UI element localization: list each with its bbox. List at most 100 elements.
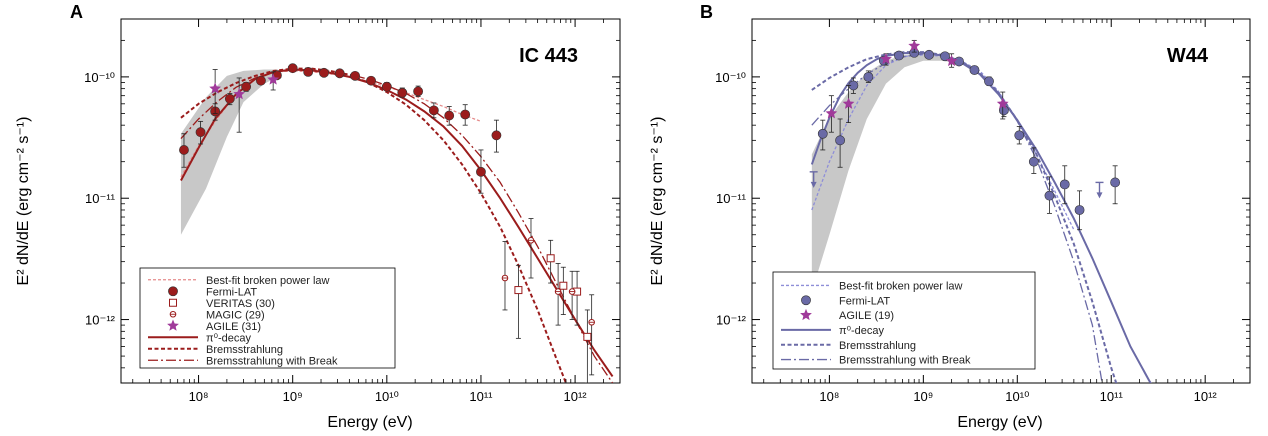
y-tick-label: 10⁻¹¹ bbox=[716, 191, 747, 206]
data-point bbox=[880, 52, 892, 65]
data-point bbox=[817, 128, 828, 139]
legend-label: AGILE (31) bbox=[206, 321, 261, 333]
data-point bbox=[1044, 190, 1055, 201]
legend-label: π⁰-decay bbox=[206, 332, 252, 344]
data-point bbox=[894, 50, 904, 61]
legend-label: AGILE (19) bbox=[839, 310, 894, 322]
legend-label: VERITAS (30) bbox=[206, 298, 275, 310]
x-axis-title: Energy (eV) bbox=[327, 414, 412, 431]
data-point bbox=[303, 66, 314, 77]
model-curve bbox=[811, 53, 1103, 383]
data-point bbox=[940, 51, 950, 62]
legend-label: Bremsstrahlung bbox=[206, 344, 283, 356]
x-tick-label: 10¹¹ bbox=[469, 389, 493, 404]
data-point bbox=[350, 70, 360, 81]
x-tick-label: 10⁹ bbox=[913, 389, 933, 404]
data-point bbox=[825, 107, 838, 119]
data-point bbox=[559, 281, 568, 290]
data-point bbox=[984, 76, 994, 87]
y-axis-title: E² dN/dE (erg cm⁻² s⁻¹) bbox=[15, 117, 32, 286]
y-tick-label: 10⁻¹² bbox=[716, 313, 747, 328]
data-point bbox=[996, 97, 1009, 109]
legend-label: Fermi-LAT bbox=[839, 295, 890, 307]
data-point bbox=[179, 145, 189, 155]
confidence-band bbox=[180, 69, 279, 235]
data-point bbox=[491, 130, 502, 141]
plot-area bbox=[179, 63, 614, 383]
data-point bbox=[460, 109, 471, 120]
data-point bbox=[800, 308, 812, 321]
data-point bbox=[334, 68, 345, 79]
y-tick-label: 10⁻¹² bbox=[85, 313, 116, 328]
data-point bbox=[1110, 177, 1121, 188]
x-tick-label: 10¹² bbox=[1194, 389, 1218, 404]
legend-box bbox=[139, 267, 396, 369]
data-point bbox=[908, 39, 921, 51]
data-point bbox=[397, 87, 408, 98]
legend: Best-fit broken power lawFermi-LATVERITA… bbox=[139, 267, 396, 369]
data-point bbox=[1059, 179, 1070, 190]
y-tick-label: 10⁻¹¹ bbox=[85, 191, 116, 206]
data-point bbox=[209, 82, 222, 94]
data-point bbox=[428, 105, 439, 116]
legend-label: Best-fit broken power law bbox=[839, 280, 963, 292]
data-point bbox=[233, 88, 246, 100]
data-point bbox=[945, 54, 958, 67]
data-point bbox=[195, 127, 206, 138]
data-point bbox=[514, 286, 523, 295]
panel-letter: B bbox=[700, 2, 713, 22]
legend-label: Bremsstrahlung bbox=[839, 340, 916, 352]
data-point bbox=[319, 67, 329, 78]
x-tick-label: 10¹⁰ bbox=[375, 389, 399, 404]
data-point bbox=[167, 319, 179, 331]
model-curve bbox=[180, 69, 614, 383]
data-point bbox=[842, 97, 855, 109]
data-point bbox=[267, 73, 280, 85]
confidence-band bbox=[811, 53, 952, 292]
x-tick-label: 10¹² bbox=[564, 389, 588, 404]
y-tick-label: 10⁻¹⁰ bbox=[84, 70, 115, 85]
data-point bbox=[381, 81, 392, 92]
data-point bbox=[366, 75, 376, 86]
data-point bbox=[444, 110, 455, 121]
data-point bbox=[287, 63, 298, 74]
data-point bbox=[546, 254, 555, 263]
plot-frame bbox=[751, 18, 1251, 384]
x-tick-label: 10¹¹ bbox=[1100, 389, 1124, 404]
data-point bbox=[224, 93, 235, 104]
y-axis-title: E² dN/dE (erg cm⁻² s⁻¹) bbox=[649, 117, 666, 286]
panel-letter: A bbox=[70, 2, 83, 22]
data-point bbox=[954, 56, 964, 67]
x-tick-label: 10⁸ bbox=[819, 389, 839, 404]
legend-label: Best-fit broken power law bbox=[206, 275, 330, 287]
upper-limit-arrow bbox=[810, 181, 817, 188]
x-tick-label: 10⁸ bbox=[189, 389, 209, 404]
data-point bbox=[969, 65, 980, 75]
source-label: IC 443 bbox=[519, 45, 578, 67]
data-point bbox=[1028, 156, 1039, 167]
data-point bbox=[863, 71, 874, 82]
x-axis-title: Energy (eV) bbox=[957, 414, 1042, 431]
data-point bbox=[256, 75, 266, 86]
data-point bbox=[168, 286, 178, 297]
data-point bbox=[169, 298, 177, 307]
legend-label: Fermi-LAT bbox=[206, 286, 257, 298]
panel-a: 10⁸ 10⁹ 10¹⁰ 10¹¹ 10¹² 10⁻¹⁰ 10⁻¹¹ 10⁻¹² Energy … bbox=[15, 2, 621, 431]
source-label: W44 bbox=[1167, 45, 1209, 67]
legend-label: π⁰-decay bbox=[839, 325, 885, 337]
data-point bbox=[1074, 205, 1085, 215]
x-tick-label: 10⁹ bbox=[283, 389, 303, 404]
data-point bbox=[413, 86, 424, 97]
x-tick-label: 10¹⁰ bbox=[1005, 389, 1029, 404]
upper-limit-arrow bbox=[1096, 192, 1103, 199]
y-tick-label: 10⁻¹⁰ bbox=[715, 70, 746, 85]
data-point bbox=[835, 135, 846, 146]
model-curve bbox=[180, 68, 614, 377]
legend-label: Bremsstrahlung with Break bbox=[206, 355, 338, 367]
data-point bbox=[924, 49, 934, 60]
plot-area bbox=[809, 39, 1152, 383]
data-point bbox=[583, 332, 592, 341]
legend-box bbox=[772, 271, 1036, 370]
legend-label: MAGIC (29) bbox=[206, 309, 265, 321]
